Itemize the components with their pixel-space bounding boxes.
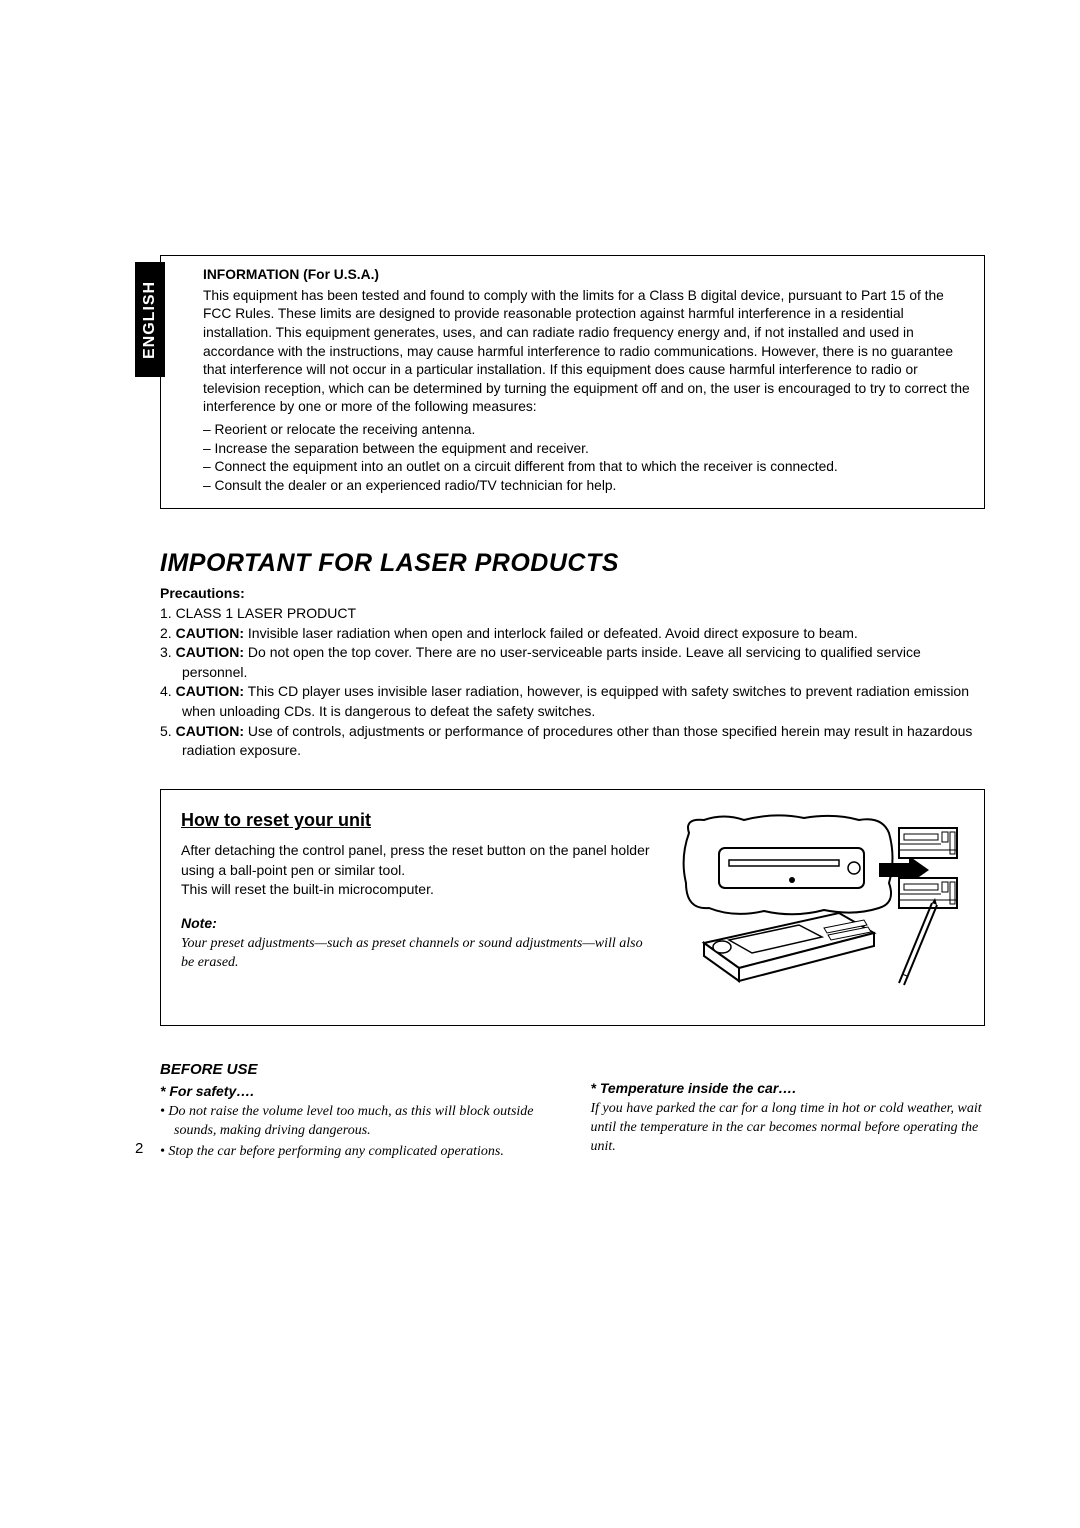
precaution-item: 4. CAUTION: This CD player uses invisibl…: [160, 682, 985, 721]
before-temperature-body: If you have parked the car for a long ti…: [591, 1100, 986, 1157]
before-left-col: BEFORE USE * For safety…. • Do not raise…: [160, 1060, 555, 1164]
reset-title: How to reset your unit: [181, 808, 654, 833]
info-item: – Connect the equipment into an outlet o…: [203, 458, 970, 477]
before-title: BEFORE USE: [160, 1060, 555, 1080]
precaution-item: 1. CLASS 1 LASER PRODUCT: [160, 604, 985, 624]
before-item: • Stop the car before performing any com…: [160, 1143, 555, 1162]
reset-box: How to reset your unit After detaching t…: [160, 789, 985, 1026]
page-content: INFORMATION (For U.S.A.) This equipment …: [160, 255, 985, 1164]
laser-section-title: IMPORTANT FOR LASER PRODUCTS: [160, 549, 985, 578]
precaution-item: 5. CAUTION: Use of controls, adjustments…: [160, 722, 985, 761]
before-subtitle-safety: * For safety….: [160, 1082, 555, 1101]
reset-note-title: Note:: [181, 914, 654, 934]
before-use-block: BEFORE USE * For safety…. • Do not raise…: [160, 1060, 985, 1164]
reset-body: This will reset the built-in microcomput…: [181, 880, 654, 900]
precautions-block: Precautions: 1. CLASS 1 LASER PRODUCT 2.…: [160, 584, 985, 761]
reset-body: After detaching the control panel, press…: [181, 841, 654, 880]
precaution-item: 2. CAUTION: Invisible laser radiation wh…: [160, 624, 985, 644]
info-item: – Consult the dealer or an experienced r…: [203, 477, 970, 496]
reset-text: How to reset your unit After detaching t…: [181, 808, 654, 1003]
before-safety-list: • Do not raise the volume level too much…: [160, 1103, 555, 1162]
info-item: – Increase the separation between the eq…: [203, 440, 970, 459]
reset-diagram: [674, 808, 964, 1003]
information-box: INFORMATION (For U.S.A.) This equipment …: [160, 255, 985, 509]
info-title: INFORMATION (For U.S.A.): [203, 266, 970, 285]
precautions-list: 1. CLASS 1 LASER PRODUCT 2. CAUTION: Inv…: [160, 604, 985, 761]
before-subtitle-temperature: * Temperature inside the car….: [591, 1079, 986, 1098]
before-item: • Do not raise the volume level too much…: [160, 1103, 555, 1141]
before-right-col: * Temperature inside the car…. If you ha…: [591, 1060, 986, 1164]
precaution-item: 3. CAUTION: Do not open the top cover. T…: [160, 643, 985, 682]
info-item: – Reorient or relocate the receiving ant…: [203, 421, 970, 440]
info-body: This equipment has been tested and found…: [203, 287, 970, 417]
reset-note-body: Your preset adjustments—such as preset c…: [181, 935, 654, 973]
precautions-title: Precautions:: [160, 584, 985, 604]
info-list: – Reorient or relocate the receiving ant…: [203, 421, 970, 496]
page-number: 2: [135, 1140, 143, 1157]
